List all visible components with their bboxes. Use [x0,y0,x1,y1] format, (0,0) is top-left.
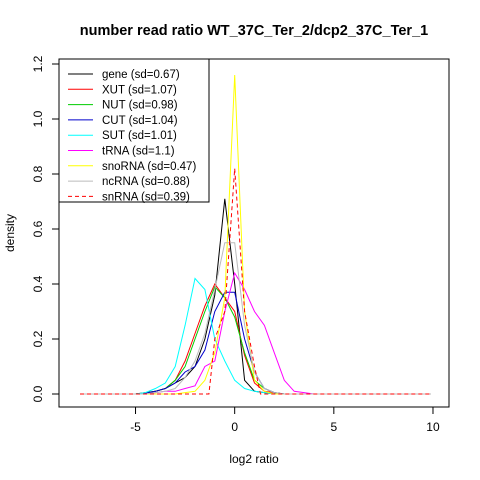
series-line-5 [80,271,431,395]
legend-label-6: snoRNA (sd=0.47) [102,161,196,173]
legend-label-1: XUT (sd=1.07) [102,84,177,96]
legend-box [58,58,210,203]
legend-label-0: gene (sd=0.67) [102,69,180,81]
series-lines [80,74,431,395]
y-tick-label-1: 0.2 [31,330,45,347]
series-line-6 [80,74,431,395]
y-tick-label-5: 1.0 [31,110,45,127]
y-tick-label-4: 0.8 [31,165,45,182]
legend-label-8: snRNA (sd=0.39) [102,191,190,203]
x-tick-label-2: 5 [330,420,337,434]
chart-title: number read ratio WT_37C_Ter_2/dcp2_37C_… [80,23,428,39]
x-tick-label-3: 10 [426,420,440,434]
legend-items: gene (sd=0.67) XUT (sd=1.07) NUT (sd=0.98)… [68,69,196,203]
series-line-1 [80,283,431,395]
legend-label-4: SUT (sd=1.01) [102,130,177,142]
legend: gene (sd=0.67) XUT (sd=1.07) NUT (sd=0.98)… [58,58,210,203]
y-axis: 0.0 0.2 0.4 0.6 0.8 1.0 1.2 [31,55,60,402]
x-axis: -5 0 5 10 [130,406,440,434]
y-tick-label-3: 0.6 [31,220,45,237]
legend-label-2: NUT (sd=0.98) [102,100,178,112]
legend-label-3: CUT (sd=1.04) [102,115,178,127]
y-axis-label: density [3,214,17,252]
series-line-7 [80,242,431,395]
y-tick-label-2: 0.4 [31,275,45,292]
series-line-3 [80,291,431,395]
legend-label-7: ncRNA (sd=0.88) [102,176,190,188]
series-line-2 [80,285,431,395]
y-tick-label-6: 1.2 [31,55,45,72]
series-line-4 [80,277,431,395]
series-line-0 [80,198,431,395]
x-tick-label-1: 0 [231,420,238,434]
legend-label-5: tRNA (sd=1.1) [102,146,175,158]
y-tick-label-0: 0.0 [31,385,45,402]
x-tick-label-0: -5 [130,420,141,434]
x-axis-label: log2 ratio [229,452,279,466]
series-line-8 [80,168,431,395]
